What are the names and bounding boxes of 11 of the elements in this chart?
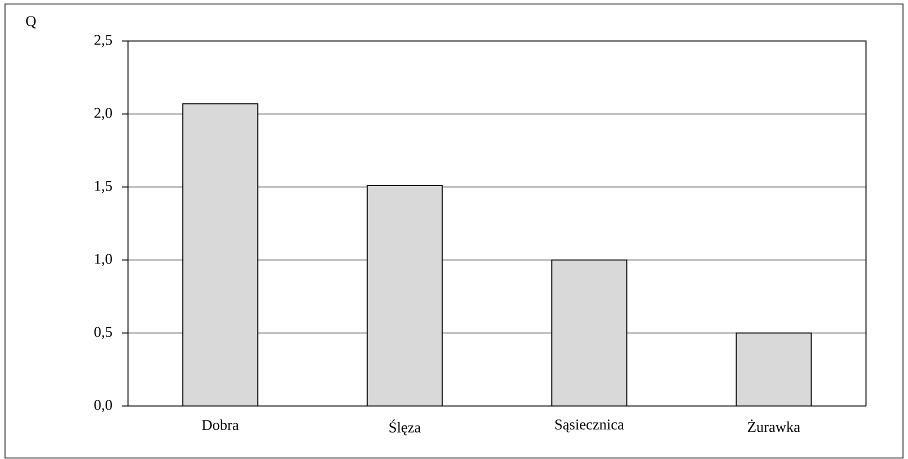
y-axis-title: Q (26, 16, 36, 28)
x-tick-label: Żurawka (748, 420, 800, 432)
y-tick-label: 0,0 (94, 400, 112, 412)
y-tick-label: 1,0 (95, 254, 112, 266)
y-tick-label: 1,5 (95, 180, 112, 194)
y-tick-label: 2,0 (94, 108, 112, 120)
y-tick-label: 2,5 (94, 34, 112, 48)
x-tick-label: Sąsiecznica (555, 420, 624, 432)
x-tick-label: Dobra (202, 420, 239, 430)
y-tick-label: 0,5 (94, 326, 112, 340)
x-tick-label: Ślęza (390, 420, 421, 436)
